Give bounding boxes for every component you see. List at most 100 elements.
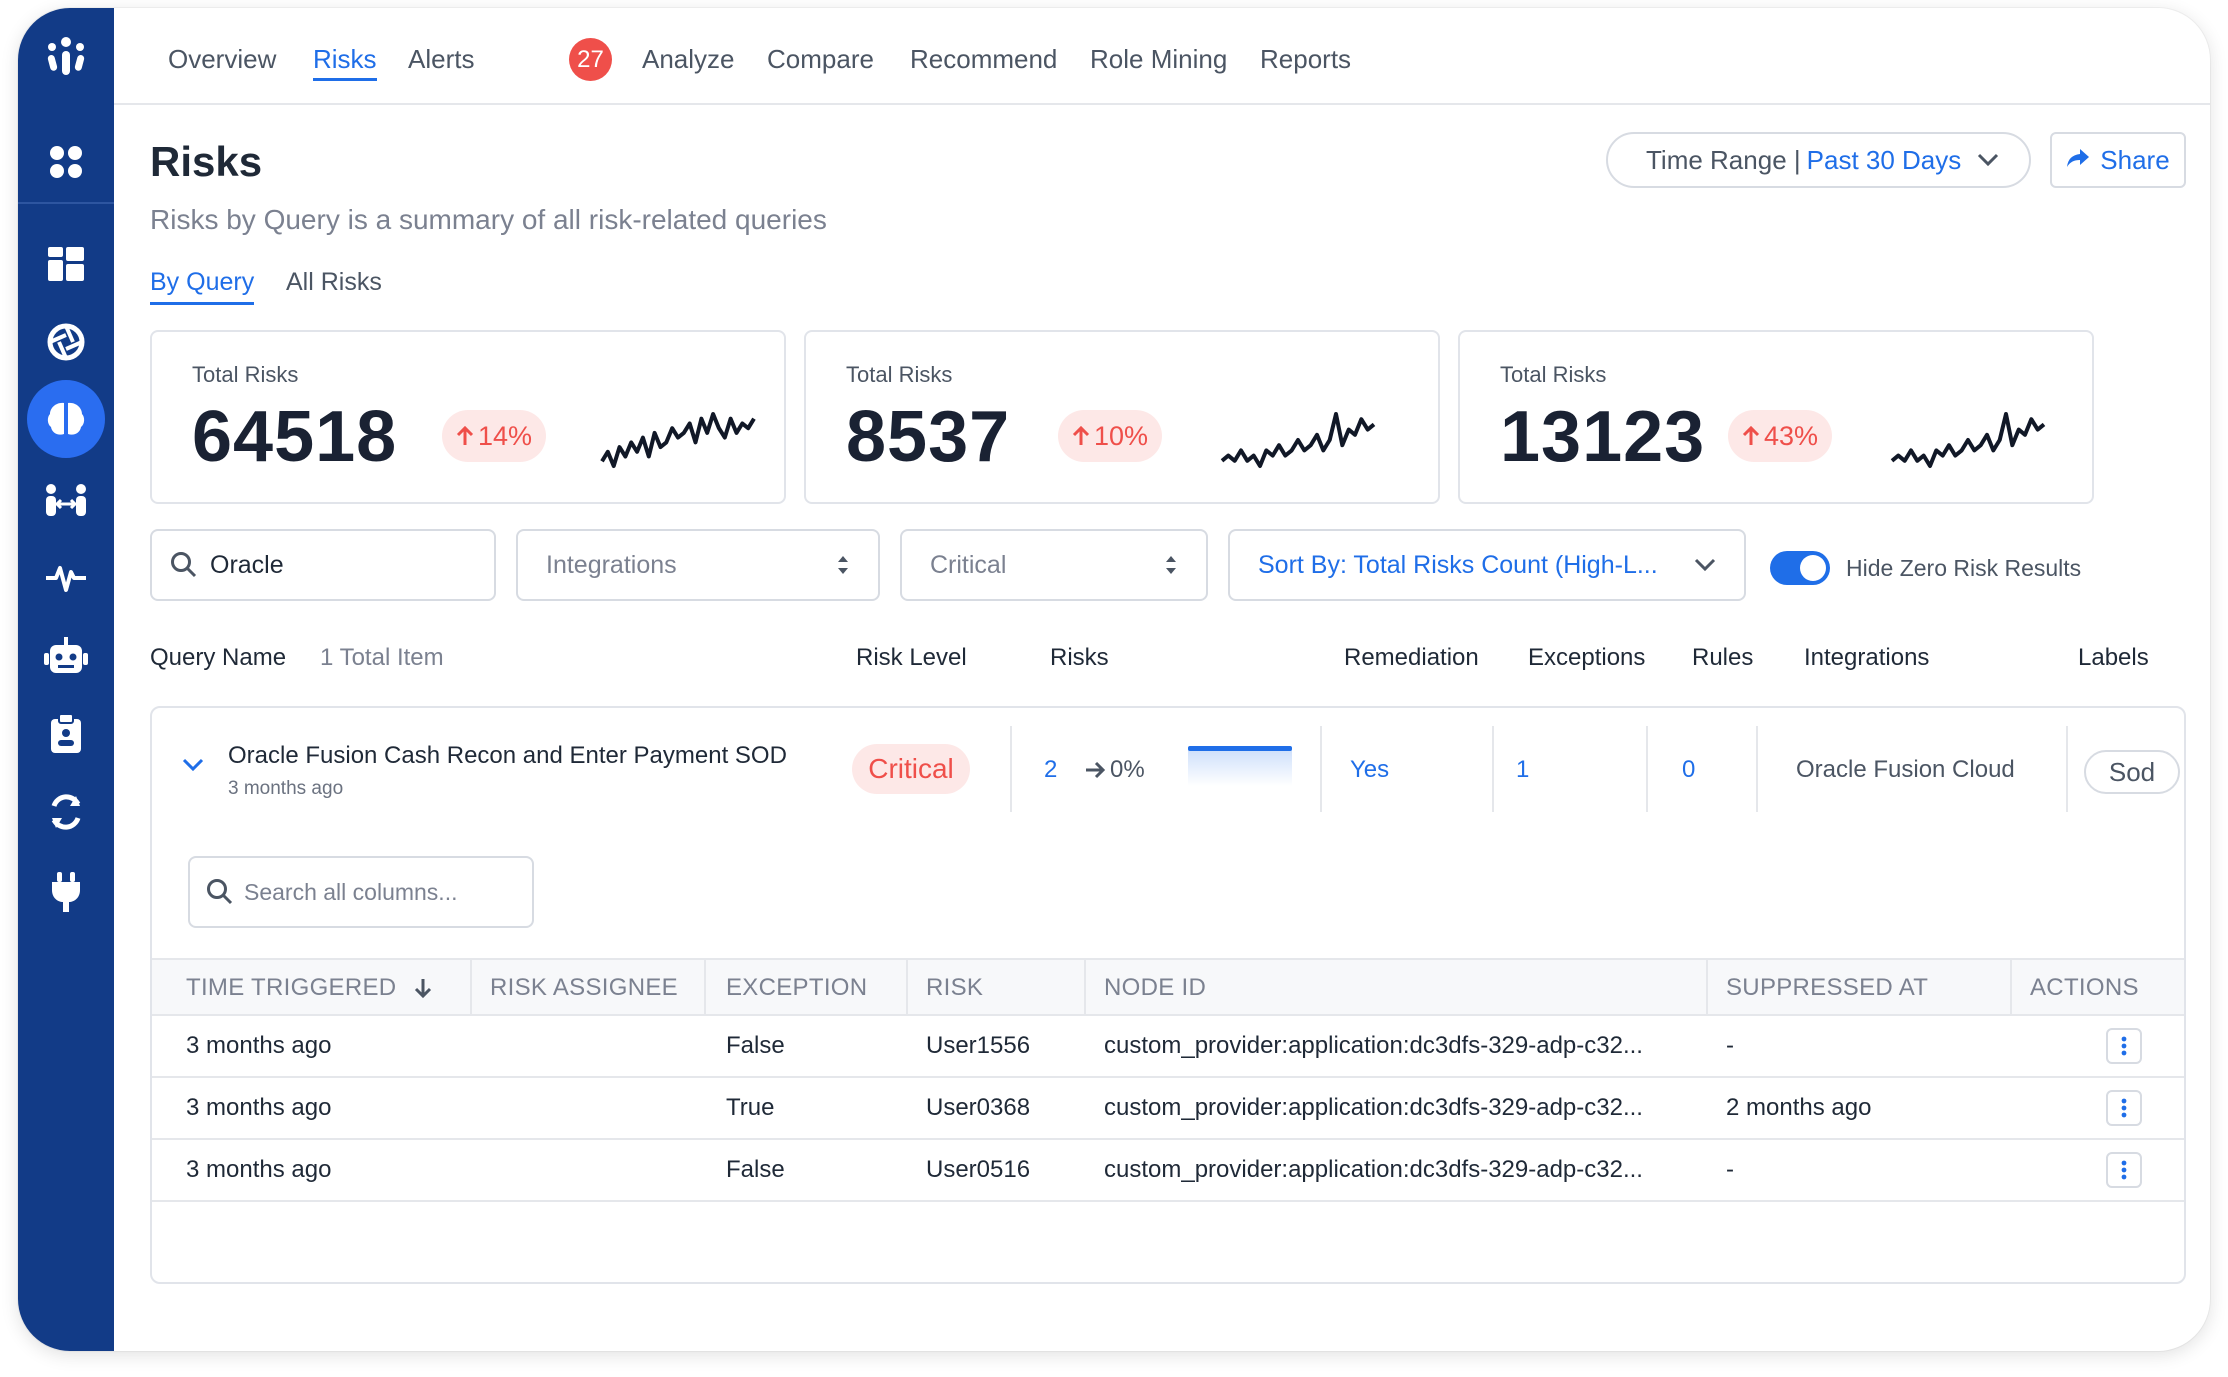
arrow-up-icon (1742, 425, 1760, 445)
cell-exception: False (726, 1032, 785, 1059)
th-node-id[interactable]: NODE ID (1104, 974, 1207, 1001)
hide-zero-label: Hide Zero Risk Results (1846, 555, 2082, 581)
dashboard-icon[interactable] (38, 236, 94, 292)
cell-risk: User0516 (926, 1156, 1031, 1183)
nav-reports[interactable]: Reports (1260, 44, 1352, 74)
sort-by-select[interactable]: Sort By: Total Risks Count (High-L... (1228, 529, 1746, 601)
share-button[interactable]: Share (2050, 132, 2186, 188)
cell-time: 3 months ago (186, 1094, 332, 1121)
severity-select[interactable]: Critical (900, 529, 1208, 601)
table-row[interactable]: 3 months ago False User0516 custom_provi… (152, 1140, 2184, 1202)
integration-value: Oracle Fusion Cloud (1796, 756, 2015, 783)
activity-pulse-icon[interactable] (38, 550, 94, 606)
th-divider (1084, 960, 1086, 1016)
page-subtitle: Risks by Query is a summary of all risk-… (150, 204, 827, 235)
query-row-panel: Oracle Fusion Cash Recon and Enter Payme… (150, 706, 2186, 1284)
th-suppressed-at[interactable]: SUPPRESSED AT (1726, 974, 1929, 1001)
plug-icon[interactable] (38, 864, 94, 920)
query-search-input[interactable]: Oracle (150, 529, 496, 601)
cell-divider (1756, 726, 1758, 812)
integrations-select[interactable]: Integrations (516, 529, 880, 601)
col-labels[interactable]: Labels (2078, 644, 2149, 671)
th-risk-assignee[interactable]: RISK ASSIGNEE (490, 974, 678, 1001)
exceptions-value[interactable]: 1 (1516, 756, 1530, 783)
risk-level-badge: Critical (852, 744, 970, 794)
arrow-down-icon (415, 979, 432, 999)
th-divider (1706, 960, 1708, 1016)
stat-label: Total Risks (192, 362, 299, 387)
col-risk-level[interactable]: Risk Level (856, 644, 967, 671)
col-query-name[interactable]: Query Name (150, 644, 287, 671)
integrations-placeholder: Integrations (546, 550, 677, 579)
query-name[interactable]: Oracle Fusion Cash Recon and Enter Payme… (228, 742, 787, 769)
cell-node-id: custom_provider:application:dc3dfs-329-a… (1104, 1032, 1643, 1059)
th-risk[interactable]: RISK (926, 974, 984, 1001)
nav-analyze[interactable]: Analyze (642, 44, 735, 74)
tab-all-risks[interactable]: All Risks (286, 268, 382, 296)
top-nav: Overview Risks Alerts 27 Analyze Compare… (114, 8, 2210, 105)
sparkline-line (1890, 412, 2046, 468)
th-divider (470, 960, 472, 1016)
chevron-down-icon (1694, 558, 1716, 572)
cell-node-id: custom_provider:application:dc3dfs-329-a… (1104, 1094, 1643, 1121)
aperture-icon[interactable] (38, 314, 94, 370)
table-row[interactable]: 3 months ago False User1556 custom_provi… (152, 1016, 2184, 1078)
risks-trend-value: 0% (1110, 756, 1145, 783)
label-chip[interactable]: Sod (2084, 750, 2180, 794)
arrow-right-icon (1086, 761, 1106, 779)
stat-change: 10% (1094, 420, 1149, 451)
apps-grid-icon[interactable] (38, 134, 94, 190)
arrow-up-icon (1072, 425, 1090, 445)
cell-divider (2066, 726, 2068, 812)
row-actions-button[interactable] (2106, 1028, 2142, 1064)
kebab-menu-icon (2121, 1036, 2127, 1056)
remediation-value[interactable]: Yes (1350, 756, 1390, 783)
robot-icon[interactable] (38, 628, 94, 684)
cell-risk: User1556 (926, 1032, 1031, 1059)
kebab-menu-icon (2121, 1098, 2127, 1118)
people-link-icon[interactable] (38, 472, 94, 528)
nav-role-mining[interactable]: Role Mining (1090, 44, 1228, 74)
nav-compare[interactable]: Compare (767, 44, 874, 74)
sync-icon[interactable] (38, 784, 94, 840)
clipboard-user-icon[interactable] (38, 706, 94, 762)
brain-icon[interactable] (27, 380, 105, 458)
stat-card: Total Risks 64518 14% (150, 330, 786, 504)
cell-suppressed: - (1726, 1032, 1734, 1059)
sparkline-line (1220, 412, 1376, 468)
stat-change-badge: 43% (1728, 410, 1833, 462)
nav-overview[interactable]: Overview (168, 44, 277, 74)
search-icon (207, 879, 233, 905)
share-icon (2066, 145, 2090, 176)
logo-icon[interactable] (18, 8, 114, 104)
stat-value: 13123 (1500, 397, 1706, 477)
cell-divider (1010, 726, 1012, 812)
sparkline-chart (600, 412, 756, 468)
cell-suppressed: 2 months ago (1726, 1094, 1872, 1121)
cell-exception: False (726, 1156, 785, 1183)
tab-by-query[interactable]: By Query (150, 268, 255, 305)
nav-risks[interactable]: Risks (313, 44, 377, 81)
hide-zero-toggle[interactable] (1770, 551, 1830, 585)
nav-recommend[interactable]: Recommend (910, 44, 1058, 74)
chevron-down-icon[interactable] (182, 758, 204, 777)
rules-value[interactable]: 0 (1682, 756, 1696, 783)
col-rules[interactable]: Rules (1692, 644, 1754, 671)
row-actions-button[interactable] (2106, 1090, 2142, 1126)
time-range-dropdown[interactable]: Time Range | Past 30 Days (1606, 132, 2031, 188)
cell-time: 3 months ago (186, 1156, 332, 1183)
col-risks[interactable]: Risks (1050, 644, 1109, 671)
col-integrations[interactable]: Integrations (1804, 644, 1930, 671)
col-remediation[interactable]: Remediation (1344, 644, 1479, 671)
nav-alerts[interactable]: Alerts (408, 44, 475, 74)
col-exceptions[interactable]: Exceptions (1528, 644, 1646, 671)
table-row[interactable]: 3 months ago True User0368 custom_provid… (152, 1078, 2184, 1140)
row-actions-button[interactable] (2106, 1152, 2142, 1188)
th-exception[interactable]: EXCEPTION (726, 974, 868, 1001)
arrow-up-icon (456, 425, 474, 445)
sparkline-line (600, 412, 756, 468)
detail-search-input[interactable]: Search all columns... (188, 856, 534, 928)
app-window: Overview Risks Alerts 27 Analyze Compare… (18, 8, 2210, 1351)
risks-count[interactable]: 2 (1044, 756, 1058, 783)
th-time-triggered[interactable]: TIME TRIGGERED (186, 974, 432, 1002)
